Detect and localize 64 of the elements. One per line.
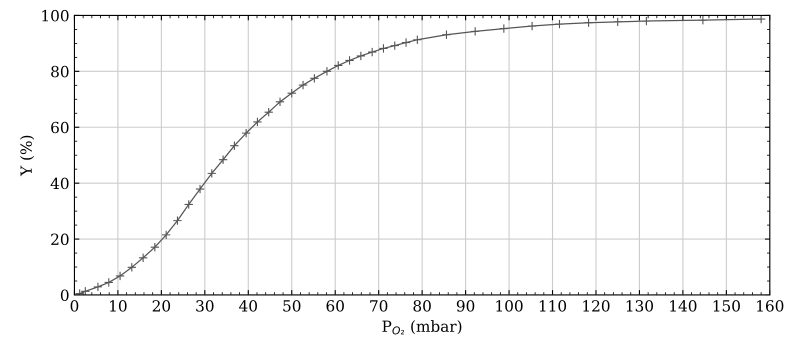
- point: [584, 18, 594, 28]
- point: [756, 15, 766, 24]
- x-tick-label: 60: [326, 300, 344, 312]
- point: [310, 74, 320, 84]
- point: [499, 24, 509, 34]
- x-tick-label: 40: [239, 300, 257, 312]
- point: [161, 230, 171, 240]
- point: [230, 140, 240, 150]
- point: [218, 154, 228, 164]
- point: [642, 16, 652, 26]
- point: [184, 200, 194, 210]
- point: [470, 26, 480, 36]
- point: [275, 97, 285, 107]
- point: [344, 56, 354, 66]
- y-tick-label: 80: [51, 66, 69, 78]
- x-tick-label: 70: [370, 300, 388, 312]
- point: [378, 44, 388, 54]
- point: [252, 117, 262, 127]
- point: [412, 35, 422, 44]
- x-tick-label: 100: [496, 300, 523, 312]
- point: [195, 184, 205, 194]
- point: [367, 47, 377, 57]
- point: [241, 128, 251, 138]
- x-tick-label: 130: [626, 300, 654, 312]
- point: [698, 15, 708, 25]
- point: [138, 253, 148, 263]
- y-tick-label: 40: [50, 178, 69, 190]
- point: [207, 168, 217, 178]
- y-tick-label: 20: [51, 234, 69, 246]
- x-tick-label: 10: [110, 300, 127, 312]
- point: [356, 51, 366, 61]
- y-tick-label: 100: [42, 10, 69, 22]
- point: [612, 17, 622, 27]
- point: [554, 19, 564, 29]
- x-tick-label: 120: [583, 300, 610, 312]
- x-tick-label: 80: [413, 300, 431, 312]
- point: [322, 66, 332, 76]
- y-tick-label: 0: [60, 289, 69, 301]
- y-axis-title: Y (%): [20, 136, 34, 176]
- point: [442, 30, 452, 40]
- point: [127, 262, 137, 272]
- point: [298, 80, 308, 90]
- x-tick-label: 0: [70, 300, 78, 312]
- point: [334, 60, 343, 70]
- point: [150, 242, 160, 252]
- x-axis-title: P$_{O₂}$ (mbar): [382, 320, 462, 334]
- point: [401, 38, 411, 48]
- point: [264, 107, 274, 117]
- point: [93, 282, 103, 292]
- point: [104, 278, 114, 288]
- point: [115, 271, 125, 281]
- x-tick-label: 50: [283, 300, 300, 312]
- point: [287, 88, 296, 98]
- x-tick-label: 160: [757, 300, 784, 312]
- x-tick-label: 90: [456, 300, 474, 312]
- point: [172, 216, 182, 226]
- x-tick-label: 110: [540, 300, 566, 312]
- point: [527, 21, 537, 31]
- x-tick-label: 20: [152, 300, 170, 312]
- x-tick-label: 150: [714, 300, 740, 312]
- x-tick-label: 140: [670, 300, 696, 312]
- y-tick-label: 60: [51, 122, 69, 134]
- point: [390, 40, 400, 50]
- x-tick-label: 30: [196, 300, 214, 312]
